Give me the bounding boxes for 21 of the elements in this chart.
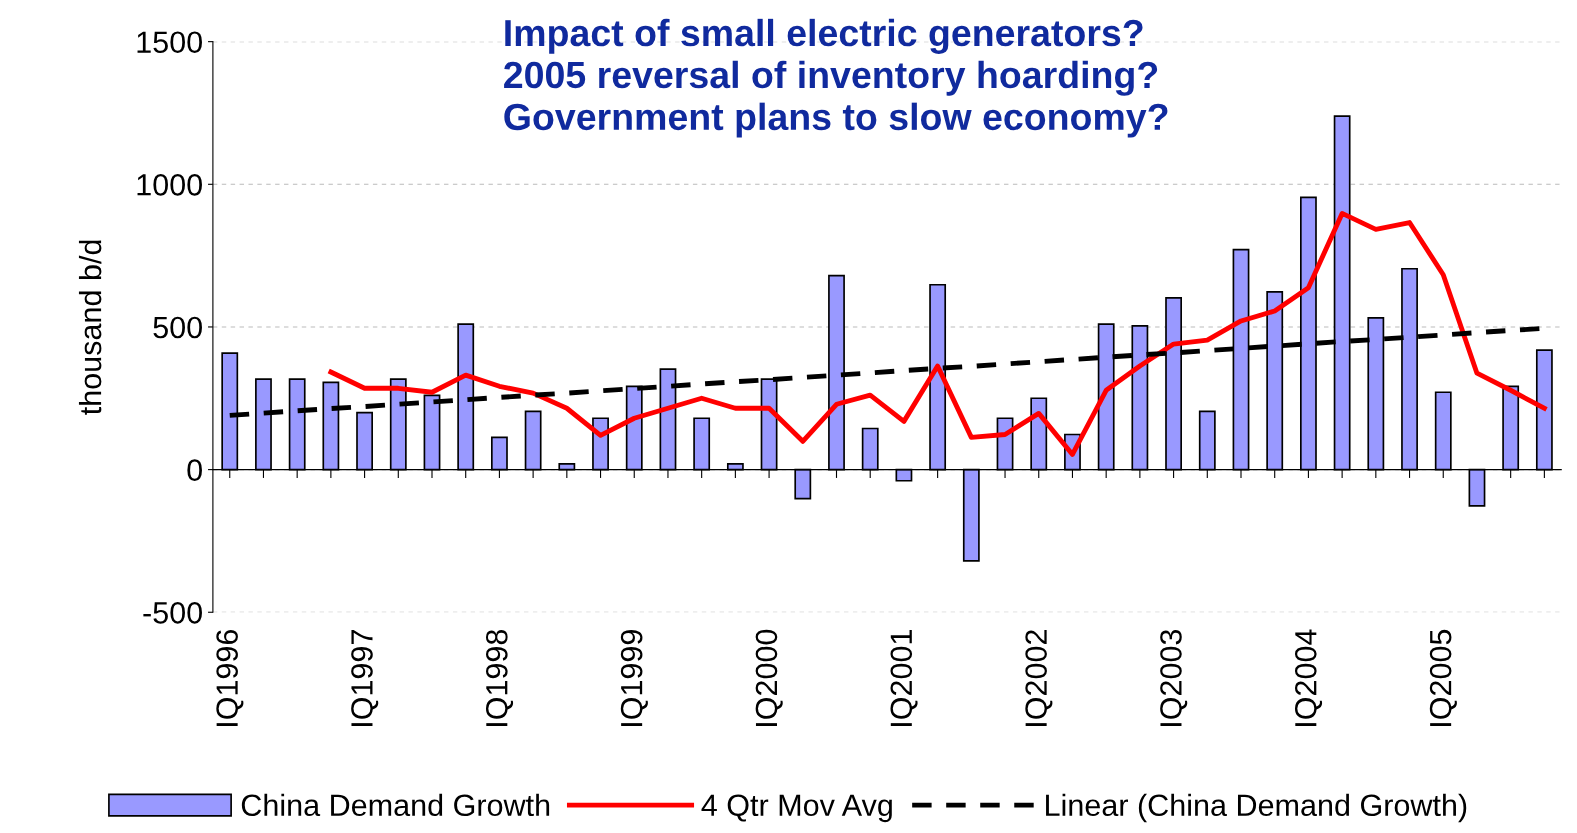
- y-tick-label: 0: [187, 459, 202, 481]
- y-axis-title: thousand b/d: [78, 240, 102, 415]
- legend-label: 4 Qtr Mov Avg: [701, 794, 892, 823]
- line-series: [328, 210, 1547, 457]
- x-tick-label: IQ2001: [890, 630, 918, 726]
- y-tick-label: 1500: [137, 31, 202, 54]
- x-tick-label: IQ2000: [755, 629, 783, 726]
- x-tick-label: IQ1997: [351, 630, 379, 726]
- y-tick-label: 1000: [137, 174, 202, 196]
- x-tick-label: IQ2003: [1160, 629, 1188, 726]
- legend-label: Linear (China Demand Growth): [1046, 793, 1467, 823]
- y-tick-label: -500: [143, 601, 202, 624]
- x-tick-label: IQ1999: [620, 630, 648, 726]
- x-tick-label: IQ2005: [1429, 629, 1457, 726]
- legend-label: China Demand Growth: [241, 793, 550, 817]
- y-tick-label: 500: [153, 316, 202, 339]
- x-tick-label: IQ2004: [1294, 629, 1323, 726]
- x-tick-label: IQ2002: [1025, 630, 1053, 726]
- x-tick-label: IQ1998: [485, 629, 514, 726]
- x-tick-label: IQ1996: [216, 629, 244, 726]
- chart-title: Impact of small electric generators? 2005 reversal of inventory hoarding? Government plans to slow economy?: [504, 18, 1168, 138]
